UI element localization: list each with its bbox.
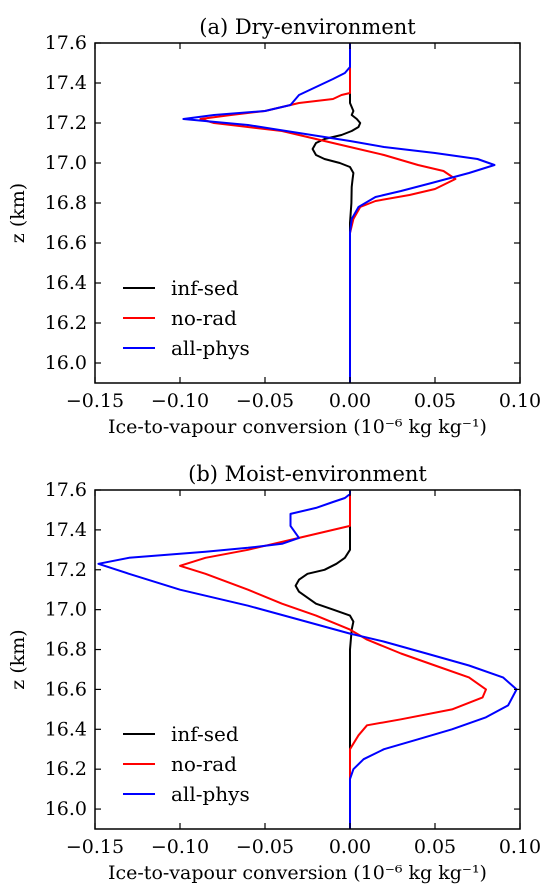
x-axis-label: Ice-to-vapour conversion (10⁻⁶ kg kg⁻¹) [108,416,487,438]
y-tick-label: 17.0 [45,152,87,174]
x-tick-label: 0.10 [499,390,541,412]
x-tick-label: −0.05 [236,836,294,858]
series-line-no-rad [179,490,487,829]
y-tick-label: 16.4 [45,272,87,294]
series-line-all-phys [97,490,518,829]
y-axis-label: z (km) [7,629,29,689]
x-tick-label: −0.15 [66,390,124,412]
y-tick-label: 16.0 [45,798,87,820]
y-tick-label: 17.6 [45,479,87,501]
series-group [182,43,496,383]
x-tick-label: 0.00 [329,836,371,858]
chart-title: (b) Moist-environment [188,462,427,486]
y-tick-label: 17.2 [45,559,87,581]
y-tick-label: 16.2 [45,758,87,780]
panel-b-moist-environment: (b) Moist-environment −0.15 −0.10 −0.05 0.00… [7,462,541,884]
x-tick-label: 0.05 [414,390,456,412]
legend-label-all-phys: all-phys [171,336,250,360]
x-axis-label: Ice-to-vapour conversion (10⁻⁶ kg kg⁻¹) [108,862,487,884]
series-group [97,490,518,829]
legend-label-no-rad: no-rad [171,306,237,330]
y-tick-label: 16.8 [45,192,87,214]
x-tick-label: 0.05 [414,836,456,858]
y-tick-label: 16.2 [45,312,87,334]
legend-label-all-phys: all-phys [171,782,250,806]
chart-title: (a) Dry-environment [199,15,416,39]
series-line-no-rad [199,43,457,383]
legend: inf-sed no-rad all-phys [123,276,250,360]
axes-frame [94,42,521,384]
x-tick-label: −0.05 [236,390,294,412]
y-axis-label: z (km) [7,183,29,243]
x-tick-label: 0.10 [499,836,541,858]
axes-frame [94,489,521,830]
x-tick-label: −0.10 [151,836,209,858]
panel-a-dry-environment: (a) Dry-environment −0.15 −0.10 −0.05 0.00 0.… [7,15,541,438]
legend-label-inf-sed: inf-sed [171,722,239,746]
y-tick-label: 16.0 [45,352,87,374]
y-tick-label: 16.4 [45,718,87,740]
x-tick-label: 0.00 [329,390,371,412]
legend-label-no-rad: no-rad [171,752,237,776]
legend: inf-sed no-rad all-phys [123,722,250,806]
x-tick-label: −0.15 [66,836,124,858]
y-tick-label: 16.6 [45,678,87,700]
y-tick-label: 16.6 [45,232,87,254]
y-tick-label: 17.4 [45,519,87,541]
series-line-inf-sed [311,43,362,383]
y-tick-label: 17.4 [45,72,87,94]
y-tick-label: 17.6 [45,32,87,54]
series-line-inf-sed [294,490,355,829]
x-tick-label: −0.10 [151,390,209,412]
series-line-all-phys [182,43,496,383]
legend-label-inf-sed: inf-sed [171,276,239,300]
y-tick-label: 16.8 [45,639,87,661]
y-tick-label: 17.2 [45,112,87,134]
y-tick-label: 17.0 [45,599,87,621]
